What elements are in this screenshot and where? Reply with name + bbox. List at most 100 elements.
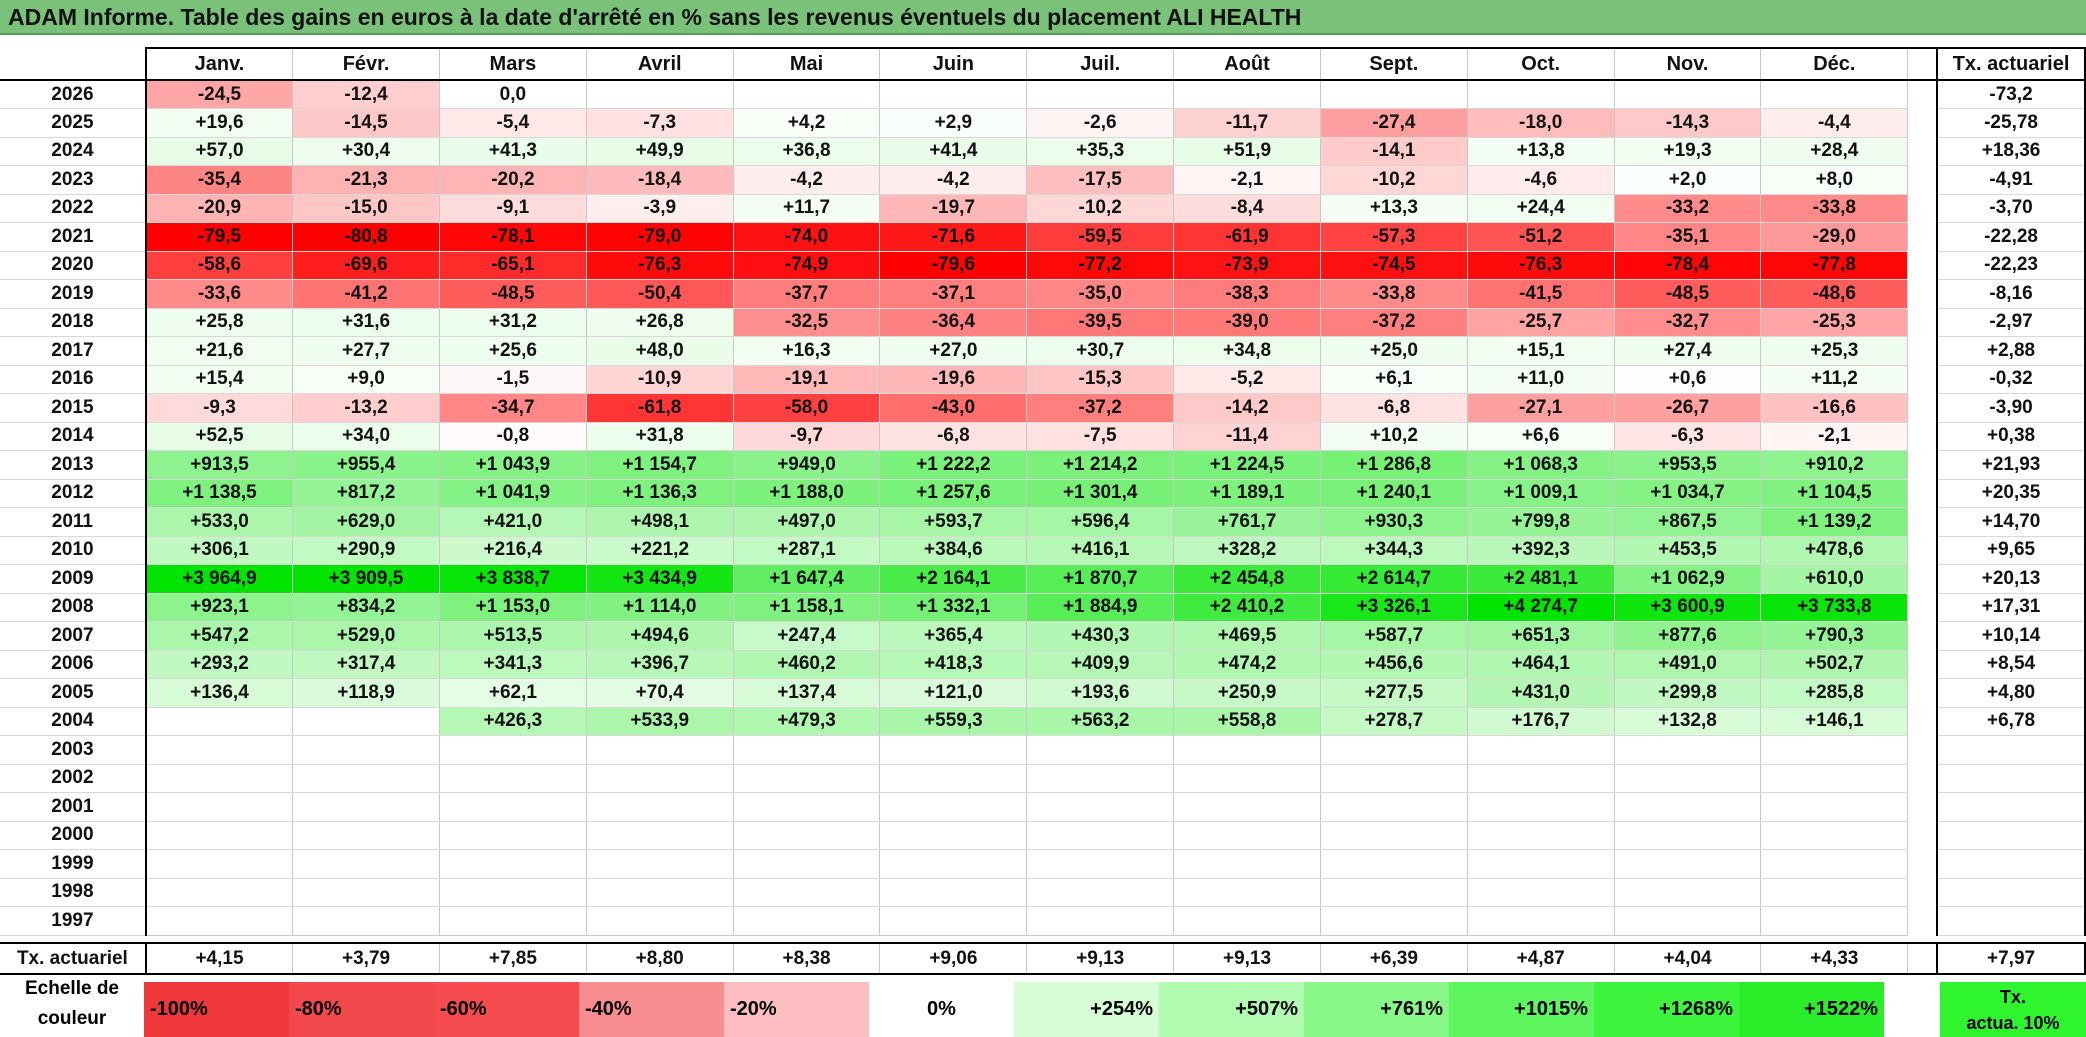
- gain-cell: +474,2: [1173, 650, 1321, 679]
- gain-cell: -6,3: [1613, 422, 1762, 451]
- gain-cell: +559,3: [879, 707, 1028, 736]
- gain-cell: +121,0: [879, 678, 1028, 708]
- gain-cell: -74,9: [732, 251, 881, 280]
- gap-cell: [1907, 80, 1938, 109]
- gain-cell: +3 733,8: [1760, 593, 1909, 622]
- gain-cell: [145, 792, 294, 822]
- gain-cell: -39,5: [1026, 308, 1175, 337]
- gain-cell: -76,3: [1466, 251, 1615, 280]
- gain-cell: -19,7: [879, 194, 1028, 223]
- gain-cell: -35,1: [1613, 222, 1762, 252]
- tx-value: [1936, 792, 2086, 822]
- gain-cell: +3 909,5: [292, 564, 440, 594]
- footer-value: +4,15: [145, 942, 294, 975]
- gain-cell: [1613, 878, 1762, 907]
- gain-cell: -8,4: [1173, 194, 1321, 223]
- gain-cell: -19,1: [732, 365, 881, 394]
- gap-cell: [1907, 942, 1938, 975]
- gain-cell: [1026, 764, 1175, 793]
- gain-cell: +469,5: [1173, 621, 1321, 651]
- gain-cell: -4,2: [732, 165, 881, 195]
- table-row: 2013 +913,5 +955,4 +1 043,9 +1 154,7 +949,0 +1…: [0, 450, 2086, 480]
- report-title: ADAM Informe. Table des gains en euros à…: [0, 0, 2086, 35]
- year-label: 2009: [0, 564, 147, 594]
- gain-cell: +867,5: [1613, 507, 1762, 537]
- year-label: 2008: [0, 593, 147, 622]
- gain-cell: +547,2: [145, 621, 294, 651]
- gain-cell: [438, 849, 587, 879]
- table-row: 1997: [0, 906, 2086, 936]
- gain-cell: -79,0: [585, 222, 734, 252]
- gain-cell: +4 274,7: [1466, 593, 1615, 622]
- gain-cell: -77,8: [1760, 251, 1909, 280]
- gain-cell: +910,2: [1760, 450, 1909, 480]
- tx-value: +4,80: [1936, 678, 2086, 708]
- gap-cell: [1907, 194, 1938, 223]
- gain-cell: -33,8: [1319, 279, 1468, 309]
- gain-cell: +478,6: [1760, 536, 1909, 565]
- gain-cell: -26,7: [1613, 393, 1762, 423]
- gain-cell: [1319, 849, 1468, 879]
- table-row: 2007 +547,2 +529,0 +513,5 +494,6 +247,4 +365,4…: [0, 621, 2086, 651]
- gap-cell: [1907, 251, 1938, 280]
- gain-cell: +1 041,9: [438, 479, 587, 508]
- gain-cell: +16,3: [732, 336, 881, 366]
- gain-cell: +953,5: [1613, 450, 1762, 480]
- gap-cell: [1907, 450, 1938, 479]
- month-header-11: Nov.: [1613, 47, 1762, 81]
- gain-cell: [1173, 764, 1321, 793]
- gain-cell: +8,0: [1760, 165, 1909, 195]
- gain-cell: -48,6: [1760, 279, 1909, 309]
- gain-cell: -12,4: [292, 80, 440, 109]
- gain-cell: +176,7: [1466, 707, 1615, 736]
- gain-cell: [1173, 735, 1321, 765]
- gain-cell: -78,4: [1613, 251, 1762, 280]
- gain-cell: [879, 80, 1028, 109]
- gain-cell: +31,2: [438, 308, 587, 337]
- gain-cell: [1026, 792, 1175, 822]
- gain-cell: [1319, 878, 1468, 907]
- year-label: 1998: [0, 878, 147, 907]
- tx-value: [1936, 764, 2086, 793]
- gain-cell: -15,0: [292, 194, 440, 223]
- color-scale-legend: Echelle de couleur Tx. actua. 10% -100% -…: [0, 970, 2086, 1037]
- year-label: 2026: [0, 80, 147, 109]
- gain-cell: -14,3: [1613, 108, 1762, 138]
- gain-cell: [879, 849, 1028, 879]
- gain-cell: +62,1: [438, 678, 587, 708]
- gain-cell: [1319, 764, 1468, 793]
- gap-cell: [1907, 336, 1938, 365]
- gain-cell: [145, 821, 294, 850]
- table-row: 2024 +57,0 +30,4 +41,3 +49,9 +36,8 +41,4 +35,3 +…: [0, 137, 2086, 166]
- gain-cell: -4,6: [1466, 165, 1615, 195]
- gap-cell: [1907, 792, 1938, 821]
- gain-cell: [732, 80, 881, 109]
- gain-cell: -0,8: [438, 422, 587, 451]
- gain-cell: [1466, 792, 1615, 822]
- gain-cell: +35,3: [1026, 137, 1175, 166]
- table-row: 2015 -9,3 -13,2 -34,7 -61,8 -58,0 -43,0 -37,2 -1…: [0, 393, 2086, 423]
- gain-cell: -39,0: [1173, 308, 1321, 337]
- gain-cell: +132,8: [1613, 707, 1762, 736]
- table-row: 2022 -20,9 -15,0 -9,1 -3,9 +11,7 -19,7 -10,2 -8,…: [0, 194, 2086, 223]
- month-header-6: Juin: [879, 47, 1028, 81]
- gain-cell: [1466, 735, 1615, 765]
- year-label: 2020: [0, 251, 147, 280]
- tx-value: +20,35: [1936, 479, 2086, 508]
- gap-cell: [1907, 707, 1938, 736]
- gain-cell: [1613, 792, 1762, 822]
- gain-cell: [145, 878, 294, 907]
- month-header-4: Avril: [585, 47, 734, 81]
- table-row: 1998: [0, 878, 2086, 907]
- gain-cell: -38,3: [1173, 279, 1321, 309]
- gain-cell: -9,7: [732, 422, 881, 451]
- gain-cell: +930,3: [1319, 507, 1468, 537]
- year-label: 2007: [0, 621, 147, 651]
- gain-cell: [1613, 849, 1762, 879]
- scale-step: +507%: [1159, 982, 1304, 1037]
- year-label: 2002: [0, 764, 147, 793]
- gain-cell: [1173, 849, 1321, 879]
- gain-cell: +1 139,2: [1760, 507, 1909, 537]
- scale-step: 0%: [869, 982, 1014, 1037]
- tx-value: +17,31: [1936, 593, 2086, 622]
